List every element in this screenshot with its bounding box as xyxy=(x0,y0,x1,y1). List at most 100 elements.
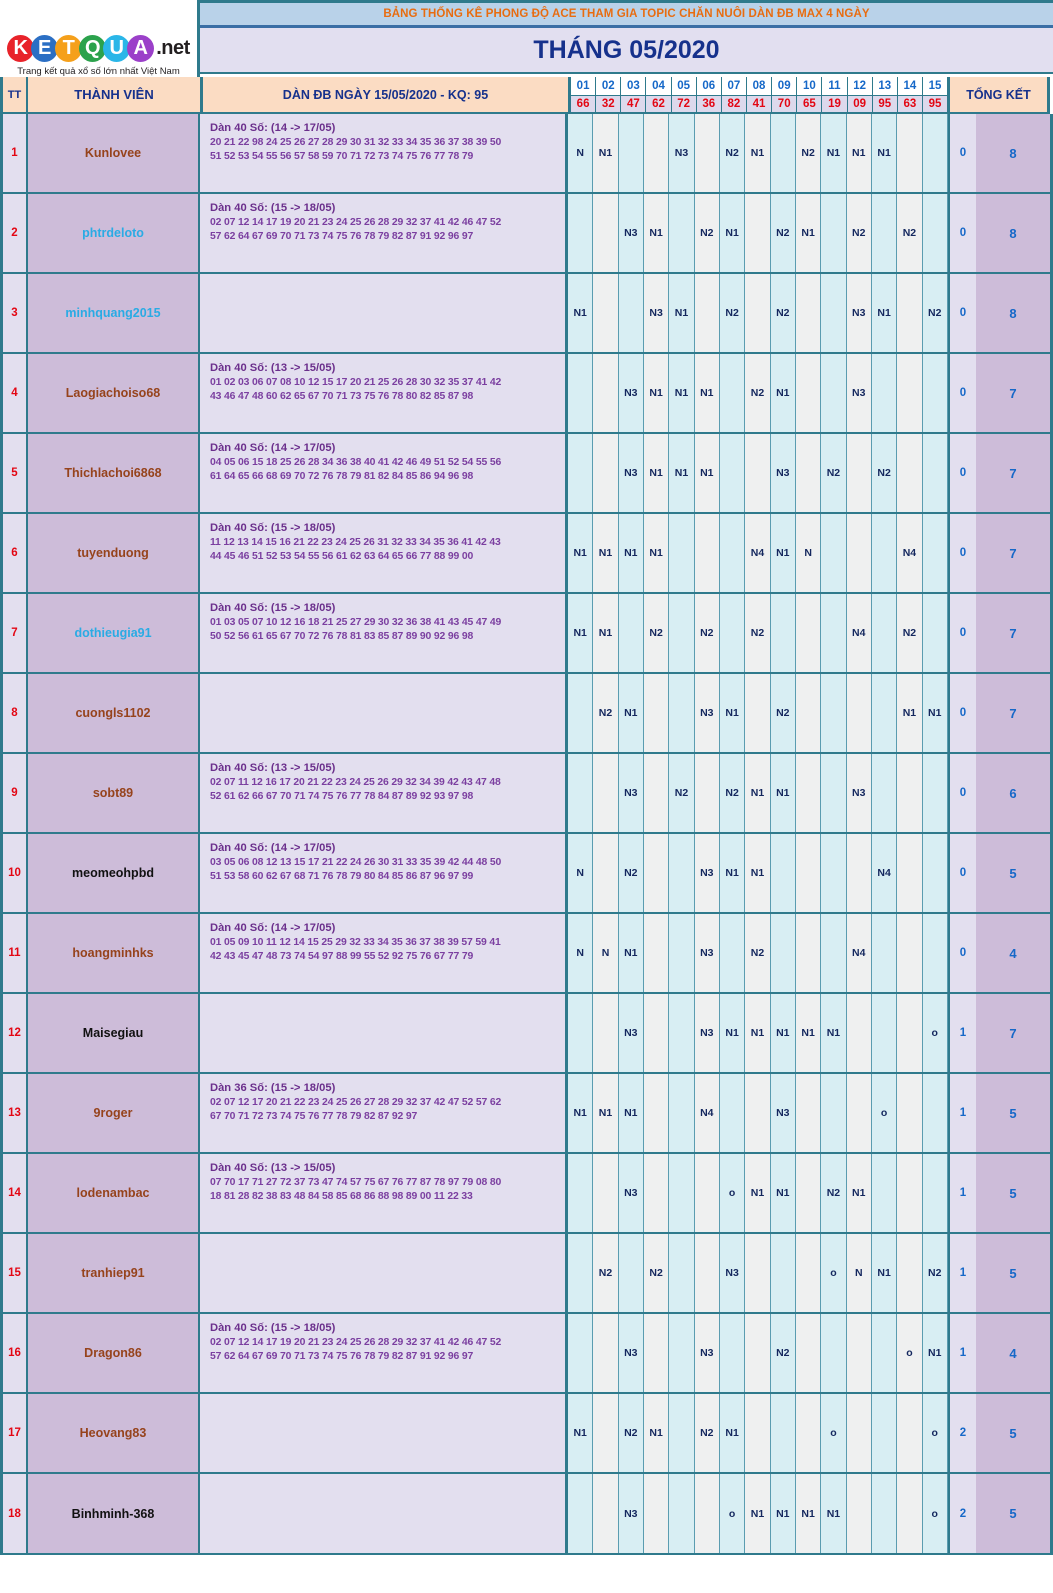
day-cell-06[interactable]: N3 xyxy=(694,914,720,992)
day-cell-14[interactable] xyxy=(897,1154,923,1232)
day-cell-14[interactable] xyxy=(897,354,923,432)
day-cell-06[interactable] xyxy=(694,514,720,592)
day-cell-13[interactable] xyxy=(871,1474,898,1553)
day-cell-04[interactable] xyxy=(643,1474,670,1553)
day-cell-10[interactable]: N1 xyxy=(795,194,822,272)
day-cell-15[interactable]: N2 xyxy=(922,274,948,352)
day-cell-03[interactable] xyxy=(618,1234,644,1312)
day-cell-03[interactable]: N3 xyxy=(618,194,644,272)
day-cell-05[interactable] xyxy=(669,594,695,672)
day-cell-06[interactable] xyxy=(694,114,720,192)
day-cell-01[interactable]: N1 xyxy=(568,274,594,352)
member-name-cell[interactable]: dothieugia91 xyxy=(26,594,200,672)
day-cell-07[interactable]: N1 xyxy=(719,834,746,912)
day-cell-08[interactable]: N1 xyxy=(745,834,771,912)
day-cell-12[interactable]: N1 xyxy=(846,1154,872,1232)
day-cell-02[interactable]: N1 xyxy=(593,1074,619,1152)
day-cell-09[interactable] xyxy=(770,914,796,992)
day-cell-04[interactable] xyxy=(643,1074,670,1152)
day-cell-06[interactable]: N3 xyxy=(694,1314,720,1392)
member-name-cell[interactable]: phtrdeloto xyxy=(26,194,200,272)
day-cell-07[interactable]: N3 xyxy=(719,1234,746,1312)
day-cell-08[interactable]: N2 xyxy=(745,354,771,432)
day-cell-10[interactable]: N1 xyxy=(795,1474,822,1553)
day-cell-14[interactable]: N2 xyxy=(897,594,923,672)
day-cell-10[interactable] xyxy=(795,834,822,912)
day-cell-02[interactable] xyxy=(593,1474,619,1553)
day-cell-03[interactable]: N3 xyxy=(618,1154,644,1232)
day-cell-11[interactable] xyxy=(821,914,847,992)
member-name-cell[interactable]: Maisegiau xyxy=(26,994,200,1072)
day-cell-03[interactable]: N3 xyxy=(618,994,644,1072)
day-cell-03[interactable]: N2 xyxy=(618,834,644,912)
day-cell-09[interactable]: N3 xyxy=(770,434,796,512)
day-cell-03[interactable]: N3 xyxy=(618,354,644,432)
day-cell-02[interactable] xyxy=(593,1314,619,1392)
day-cell-02[interactable] xyxy=(593,1154,619,1232)
day-cell-08[interactable] xyxy=(745,274,771,352)
day-cell-15[interactable] xyxy=(922,434,948,512)
member-name-cell[interactable]: Dragon86 xyxy=(26,1314,200,1392)
member-name-cell[interactable]: minhquang2015 xyxy=(26,274,200,352)
day-cell-03[interactable]: N2 xyxy=(618,1394,644,1472)
day-cell-15[interactable] xyxy=(922,194,948,272)
day-cell-15[interactable] xyxy=(922,834,948,912)
member-name-cell[interactable]: Laogiachoiso68 xyxy=(26,354,200,432)
member-name-cell[interactable]: Binhminh-368 xyxy=(26,1474,200,1553)
day-cell-04[interactable] xyxy=(643,1154,670,1232)
day-cell-08[interactable]: N1 xyxy=(745,994,771,1072)
day-cell-02[interactable] xyxy=(593,1394,619,1472)
day-cell-13[interactable] xyxy=(871,674,898,752)
day-cell-11[interactable]: N2 xyxy=(821,1154,847,1232)
day-cell-14[interactable] xyxy=(897,1474,923,1553)
day-cell-05[interactable] xyxy=(669,994,695,1072)
day-cell-08[interactable] xyxy=(745,194,771,272)
day-cell-05[interactable] xyxy=(669,1154,695,1232)
day-cell-07[interactable] xyxy=(719,514,746,592)
day-cell-14[interactable]: N4 xyxy=(897,514,923,592)
day-cell-12[interactable]: N1 xyxy=(846,114,872,192)
day-cell-07[interactable] xyxy=(719,1074,746,1152)
day-cell-03[interactable]: N1 xyxy=(618,514,644,592)
day-cell-11[interactable]: o xyxy=(821,1234,847,1312)
member-name-cell[interactable]: Heovang83 xyxy=(26,1394,200,1472)
day-cell-13[interactable] xyxy=(871,1314,898,1392)
day-cell-11[interactable]: N1 xyxy=(821,1474,847,1553)
day-cell-13[interactable] xyxy=(871,754,898,832)
day-cell-13[interactable]: N2 xyxy=(871,434,898,512)
day-cell-15[interactable]: o xyxy=(922,1474,948,1553)
day-cell-02[interactable]: N1 xyxy=(593,514,619,592)
day-cell-11[interactable]: N1 xyxy=(821,994,847,1072)
day-cell-15[interactable]: o xyxy=(922,1394,948,1472)
day-cell-11[interactable] xyxy=(821,1314,847,1392)
day-cell-09[interactable]: N2 xyxy=(770,1314,796,1392)
day-cell-01[interactable]: N xyxy=(568,834,594,912)
day-cell-11[interactable] xyxy=(821,674,847,752)
day-cell-03[interactable] xyxy=(618,274,644,352)
day-cell-14[interactable] xyxy=(897,434,923,512)
member-name-cell[interactable]: tranhiep91 xyxy=(26,1234,200,1312)
day-cell-14[interactable]: o xyxy=(897,1314,923,1392)
member-name-cell[interactable]: Kunlovee xyxy=(26,114,200,192)
day-cell-05[interactable]: N1 xyxy=(669,274,695,352)
day-cell-10[interactable]: N xyxy=(795,514,822,592)
day-cell-09[interactable]: N1 xyxy=(770,994,796,1072)
member-name-cell[interactable]: sobt89 xyxy=(26,754,200,832)
day-cell-04[interactable]: N2 xyxy=(643,1234,670,1312)
day-cell-03[interactable]: N3 xyxy=(618,1314,644,1392)
day-cell-11[interactable] xyxy=(821,1074,847,1152)
day-cell-09[interactable] xyxy=(770,1394,796,1472)
day-cell-06[interactable] xyxy=(694,1234,720,1312)
day-cell-10[interactable] xyxy=(795,1234,822,1312)
day-cell-05[interactable] xyxy=(669,1074,695,1152)
day-cell-07[interactable] xyxy=(719,354,746,432)
day-cell-02[interactable] xyxy=(593,354,619,432)
day-cell-05[interactable] xyxy=(669,194,695,272)
day-cell-14[interactable] xyxy=(897,1234,923,1312)
day-cell-09[interactable]: N2 xyxy=(770,674,796,752)
day-cell-05[interactable] xyxy=(669,514,695,592)
day-cell-11[interactable] xyxy=(821,754,847,832)
day-cell-11[interactable] xyxy=(821,594,847,672)
day-cell-15[interactable] xyxy=(922,914,948,992)
day-cell-14[interactable]: N1 xyxy=(897,674,923,752)
